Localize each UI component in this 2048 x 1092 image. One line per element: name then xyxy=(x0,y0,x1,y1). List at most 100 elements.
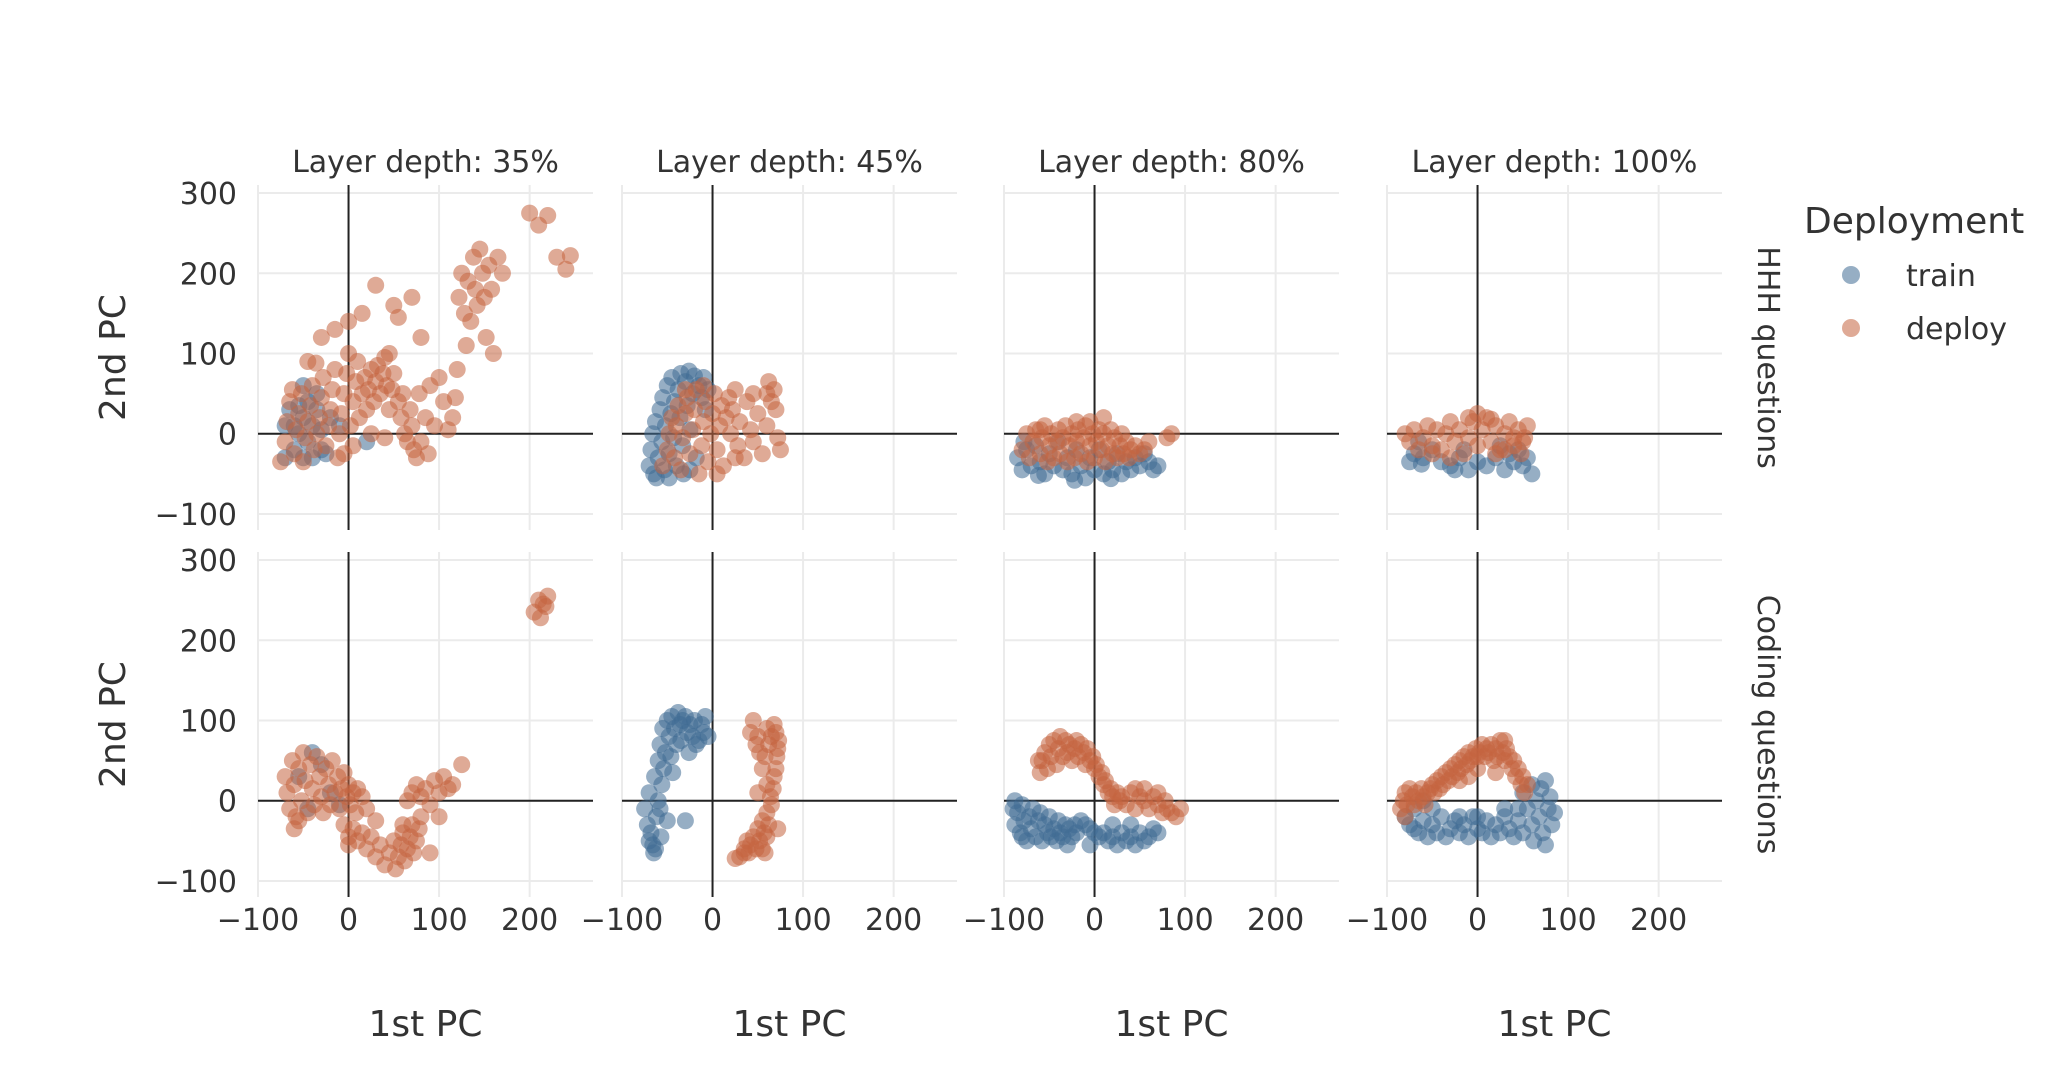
x-axis-title: 1st PC xyxy=(1497,1004,1611,1045)
point-deploy xyxy=(749,405,767,423)
point-train xyxy=(696,707,714,725)
point-deploy xyxy=(426,417,444,435)
point-deploy xyxy=(771,441,789,459)
y-tick-label: 0 xyxy=(218,418,237,453)
point-deploy xyxy=(765,381,783,399)
point-deploy xyxy=(403,288,421,306)
point-deploy xyxy=(362,425,380,443)
x-axis-title: 1st PC xyxy=(368,1004,482,1045)
x-tick-label: 200 xyxy=(1247,903,1304,938)
point-deploy xyxy=(367,812,385,830)
y-tick-label: 100 xyxy=(180,704,237,739)
point-deploy xyxy=(403,417,421,435)
point-train xyxy=(676,812,694,830)
facet-title-layer-depth-35: Layer depth: 35% xyxy=(292,145,559,180)
point-deploy xyxy=(484,344,502,362)
point-deploy xyxy=(1029,752,1047,770)
point-train xyxy=(1102,470,1120,488)
y-tick-label: −100 xyxy=(155,498,237,533)
point-deploy xyxy=(421,844,439,862)
point-deploy xyxy=(444,776,462,794)
point-deploy xyxy=(450,288,468,306)
point-deploy xyxy=(756,844,774,862)
point-deploy xyxy=(412,328,430,346)
point-deploy xyxy=(358,800,376,818)
point-deploy xyxy=(1487,764,1505,782)
facet-title-layer-depth-80: Layer depth: 80% xyxy=(1038,145,1305,180)
legend-train-label: train xyxy=(1906,259,1976,294)
point-train xyxy=(699,728,717,746)
y-tick-label: 300 xyxy=(180,177,237,212)
point-train xyxy=(1496,800,1514,818)
panel-coding-questions-layer-depth-35 xyxy=(257,552,593,897)
point-deploy xyxy=(693,437,711,455)
point-deploy xyxy=(376,429,394,447)
x-axis-title: 1st PC xyxy=(1114,1004,1228,1045)
panel-coding-questions-layer-depth-80 xyxy=(1003,552,1339,897)
x-tick-label: 0 xyxy=(339,903,358,938)
point-deploy xyxy=(521,204,539,222)
point-deploy xyxy=(419,445,437,463)
point-train xyxy=(651,800,669,818)
point-deploy xyxy=(548,248,566,266)
point-deploy xyxy=(312,328,330,346)
point-deploy xyxy=(726,449,744,467)
point-deploy xyxy=(290,812,308,830)
panel-hhh-questions-layer-depth-45 xyxy=(621,185,957,530)
point-deploy xyxy=(446,389,464,407)
point-deploy xyxy=(1140,433,1158,451)
point-deploy xyxy=(457,336,475,354)
point-deploy xyxy=(753,445,771,463)
point-deploy xyxy=(708,441,726,459)
point-deploy xyxy=(1496,732,1514,750)
y-tick-label: 300 xyxy=(180,544,237,579)
point-train xyxy=(1536,772,1554,790)
point-deploy xyxy=(389,308,407,326)
y-tick-label: 200 xyxy=(180,624,237,659)
point-train xyxy=(1546,804,1563,822)
point-train xyxy=(1066,471,1084,489)
point-deploy xyxy=(332,405,350,423)
point-deploy xyxy=(753,760,771,778)
point-train xyxy=(1149,457,1167,475)
point-train xyxy=(1469,808,1487,826)
point-deploy xyxy=(367,276,385,294)
point-train xyxy=(1013,828,1031,846)
point-deploy xyxy=(448,361,466,379)
panels xyxy=(257,185,1722,897)
point-deploy xyxy=(676,381,694,399)
point-deploy xyxy=(735,844,753,862)
point-deploy xyxy=(444,409,462,427)
point-deploy xyxy=(708,465,726,483)
point-train xyxy=(664,764,682,782)
point-deploy xyxy=(394,385,412,403)
facet-row-coding-questions: Coding questions xyxy=(1750,595,1785,855)
point-deploy xyxy=(1163,425,1180,443)
point-deploy xyxy=(326,320,344,338)
point-deploy xyxy=(672,461,690,479)
point-train xyxy=(1541,788,1559,806)
point-deploy xyxy=(561,247,579,265)
point-deploy xyxy=(493,264,511,282)
point-deploy xyxy=(1172,800,1190,818)
panel-coding-questions-layer-depth-100 xyxy=(1386,552,1722,897)
point-train xyxy=(1509,800,1527,818)
point-deploy xyxy=(749,784,767,802)
point-deploy xyxy=(1081,413,1099,431)
point-deploy xyxy=(340,312,358,330)
x-tick-label: 100 xyxy=(1156,903,1213,938)
panel-hhh-questions-layer-depth-80 xyxy=(1003,185,1339,530)
x-tick-label: −100 xyxy=(217,903,299,938)
point-deploy xyxy=(1482,410,1500,428)
point-deploy xyxy=(744,385,762,403)
point-deploy xyxy=(767,401,785,419)
point-deploy xyxy=(421,796,439,814)
point-deploy xyxy=(401,401,419,419)
point-train xyxy=(1081,836,1099,854)
point-train xyxy=(1029,466,1047,484)
point-deploy xyxy=(430,369,448,387)
point-train xyxy=(647,840,664,858)
point-deploy xyxy=(1469,437,1487,455)
point-deploy xyxy=(1067,413,1085,431)
point-deploy xyxy=(726,381,744,399)
